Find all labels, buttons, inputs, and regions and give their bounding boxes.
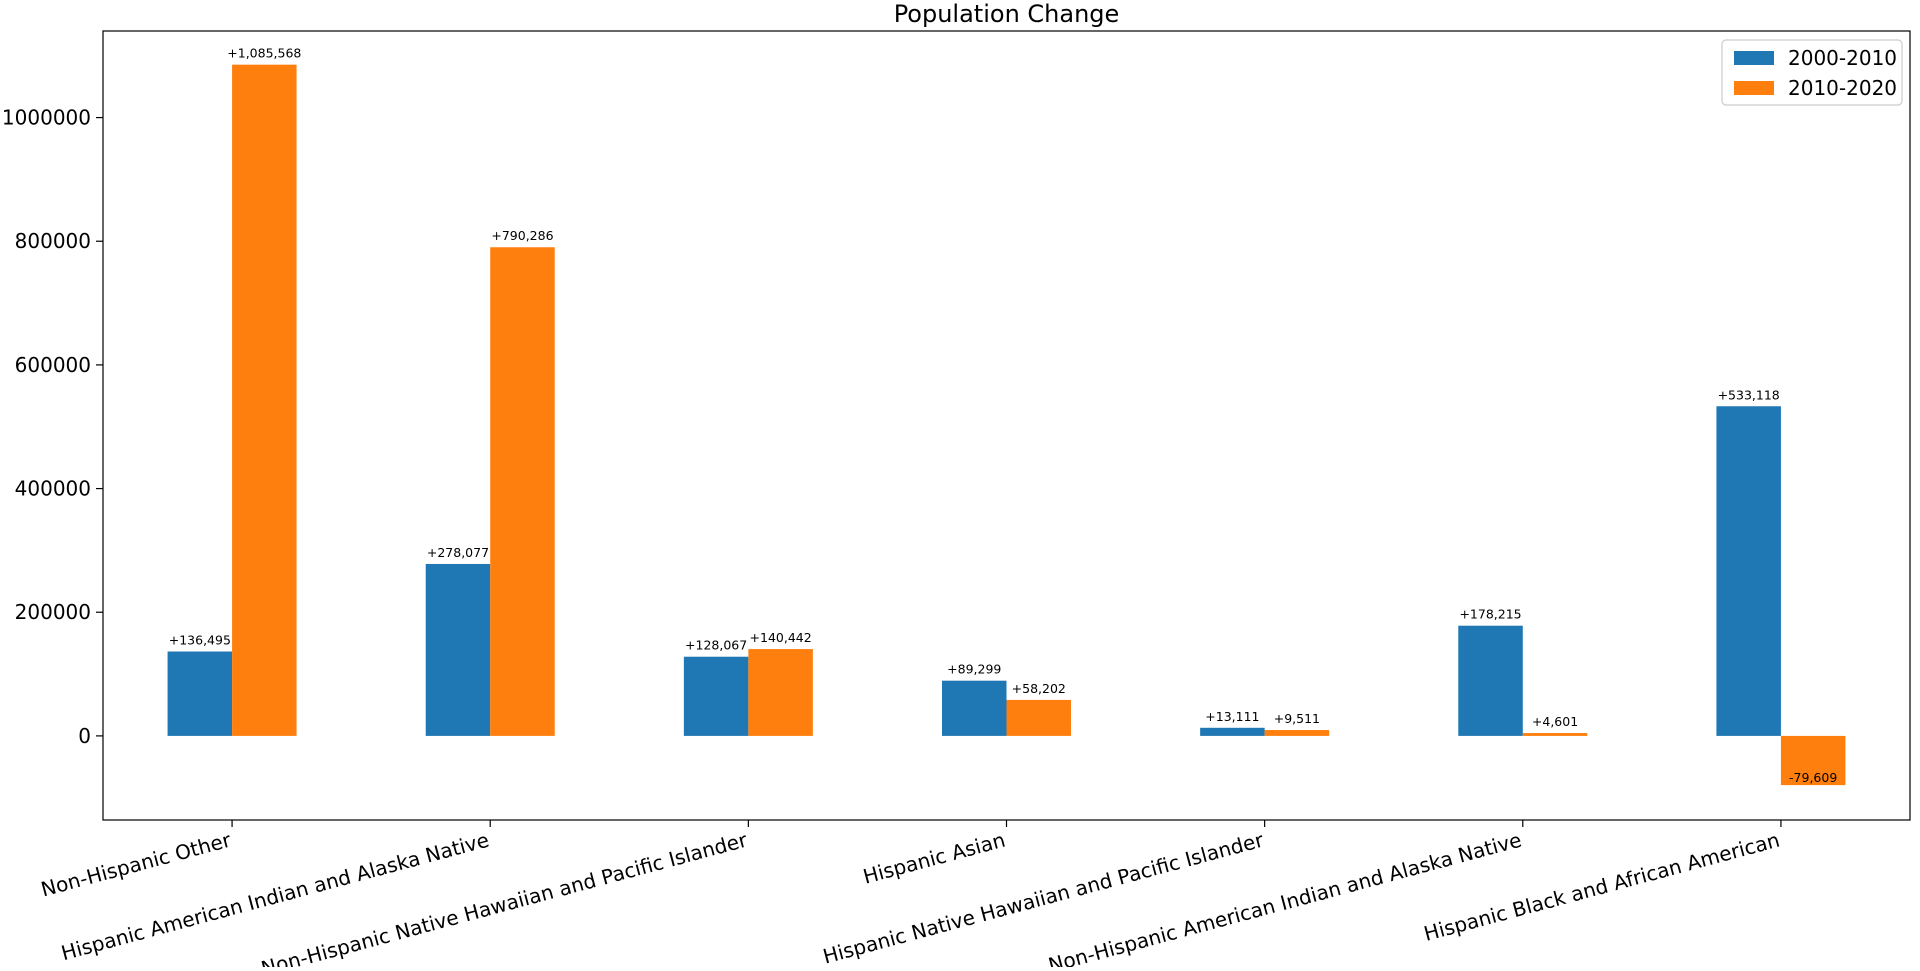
bar-series1-1 [167,651,233,736]
y-tick-label-6: 1000000 [2,106,91,130]
data-label-series1-5: +13,111 [1205,709,1259,724]
plot-frame [102,30,1911,821]
bar-series2-2 [490,247,555,736]
bar-series1-6 [1458,625,1523,736]
bar-series1-2 [425,563,491,736]
data-label-series2-3: +140,442 [750,630,812,645]
data-label-series1-6: +178,215 [1459,607,1521,622]
y-tick-label-4: 600000 [15,353,91,377]
bar-series2-3 [748,649,813,736]
bar-series1-4 [942,680,1007,736]
bar-series2-7 [1780,735,1846,786]
bars-layer [167,64,1846,786]
y-tick-label-2: 200000 [15,600,91,624]
legend-label-2: 2010-2020 [1788,76,1897,100]
bar-series2-4 [1006,699,1071,736]
data-label-series2-7: -79,609 [1789,770,1837,785]
bar-series1-7 [1716,406,1781,736]
data-label-series1-1: +136,495 [169,633,231,648]
legend: 2000-2010 2010-2020 [1721,39,1903,106]
data-label-series2-2: +790,286 [491,228,553,243]
data-label-series2-5: +9,511 [1274,711,1320,726]
data-label-series1-3: +128,067 [685,638,747,653]
bar-series2-1 [232,64,297,736]
data-label-series2-4: +58,202 [1012,681,1066,696]
y-axis: 0 200000 400000 600000 800000 1000000 [2,106,103,748]
y-tick-label-5: 800000 [15,229,91,253]
bar-series2-5 [1264,730,1330,736]
data-label-series2-6: +4,601 [1532,714,1578,729]
data-label-series2-1: +1,085,568 [227,46,301,61]
bar-series1-5 [1200,727,1265,736]
legend-swatch-2 [1734,81,1774,95]
y-tick-label-1: 0 [78,724,91,748]
legend-label-1: 2000-2010 [1788,46,1897,70]
data-labels-layer: +136,495 +278,077 +128,067 +89,299 +13,111 +1… [169,46,1838,785]
legend-swatch-1 [1734,51,1774,65]
data-label-series1-4: +89,299 [947,662,1001,677]
bar-series1-3 [683,656,749,736]
chart-title: Population Change [894,0,1120,28]
y-tick-label-3: 400000 [15,477,91,501]
data-label-series1-7: +533,118 [1718,387,1780,402]
data-label-series1-2: +278,077 [427,545,489,560]
bar-series2-6 [1522,733,1588,736]
